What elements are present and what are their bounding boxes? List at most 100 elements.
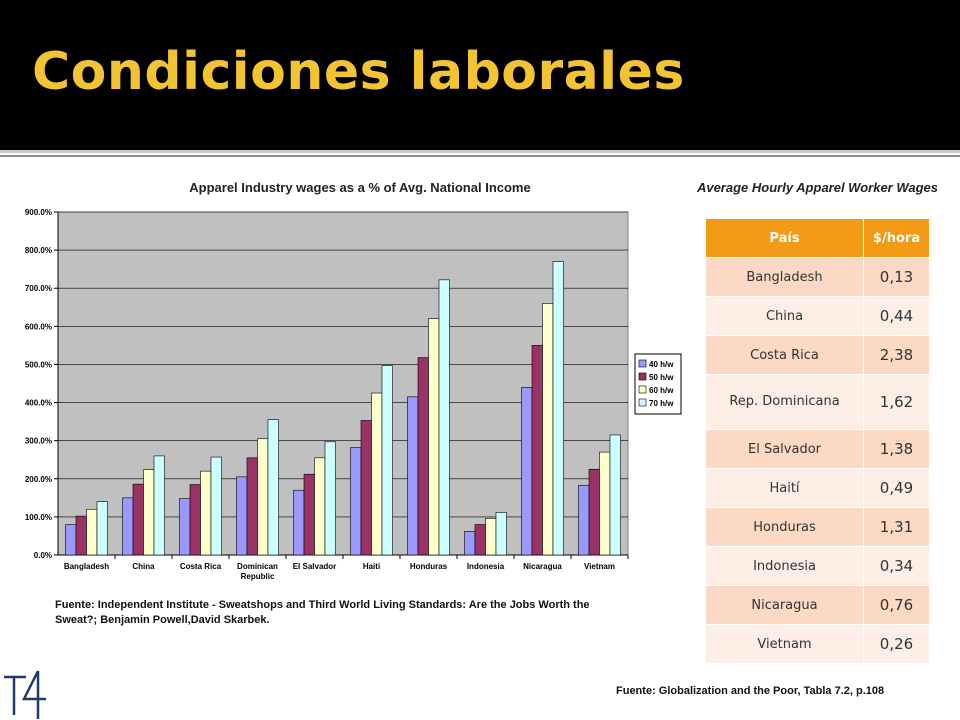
bar [314, 457, 326, 556]
legend-label: 50 h/w [649, 373, 674, 382]
cell-wage: 0,49 [863, 468, 930, 508]
apparel-wages-chart: 0.0% 100.0% 200.0% 300.0% 400.0% 500.0% 600.0%… [25, 208, 682, 581]
header-country: País [704, 218, 865, 258]
bar [122, 497, 134, 556]
x-tick-label: Dominican [237, 562, 278, 571]
y-tick-label: 200.0% [25, 475, 52, 484]
x-tick-label: China [132, 562, 155, 571]
cell-country: Haití [704, 468, 865, 508]
legend-label: 60 h/w [649, 386, 674, 395]
y-tick-label: 800.0% [25, 246, 52, 255]
bar [438, 279, 450, 556]
wages-table: País $/hora Bangladesh 0,13 China 0,44 C… [704, 218, 930, 664]
cell-wage: 0,26 [863, 624, 930, 664]
y-tick-label: 400.0% [25, 399, 52, 408]
bar [588, 468, 600, 556]
chart-source-note: Fuente: Independent Institute - Sweatsho… [55, 599, 590, 626]
bar [179, 498, 191, 556]
table-row: Nicaragua 0,76 [704, 585, 930, 625]
table-source-note: Fuente: Globalization and the Poor, Tabl… [616, 685, 885, 697]
bar [96, 501, 108, 556]
bar [609, 434, 621, 556]
bar [132, 483, 144, 556]
cell-country: Costa Rica [704, 335, 865, 375]
cell-wage: 0,76 [863, 585, 930, 625]
bar [189, 484, 201, 556]
cell-country: El Salvador [704, 429, 865, 469]
table-row: Haití 0,49 [704, 468, 930, 508]
divider-light [0, 150, 960, 153]
chart-title: Apparel Industry wages as a % of Avg. Na… [189, 180, 531, 195]
bar [417, 357, 429, 556]
bar [464, 531, 476, 556]
table-row: Vietnam 0,26 [704, 624, 930, 664]
x-tick-label: Vietnam [584, 562, 615, 571]
bar [350, 447, 362, 556]
x-tick-label: Honduras [410, 562, 448, 571]
table-row: Costa Rica 2,38 [704, 335, 930, 375]
bar [153, 455, 165, 556]
bar [303, 473, 315, 556]
bar [293, 489, 305, 556]
cell-wage: 1,31 [863, 507, 930, 547]
x-tick-label: El Salvador [293, 562, 337, 571]
x-tick-label: Haiti [363, 562, 380, 571]
table-row: Indonesia 0,34 [704, 546, 930, 586]
y-tick-label: 0.0% [34, 551, 52, 560]
cell-country: Bangladesh [704, 257, 865, 297]
bar [578, 484, 590, 556]
x-tick-label: Republic [241, 572, 275, 581]
bar [531, 345, 543, 556]
legend-swatch [638, 372, 647, 381]
table-row: Rep. Dominicana 1,62 [704, 374, 930, 430]
bar [210, 456, 222, 556]
bar [428, 318, 440, 556]
x-tick-label: Indonesia [467, 562, 505, 571]
bar [521, 387, 533, 556]
legend-label: 70 h/w [649, 399, 674, 408]
legend-swatch [638, 385, 647, 394]
cell-country: China [704, 296, 865, 336]
bar [65, 524, 77, 556]
x-tick-label: Nicaragua [523, 562, 562, 571]
t4-logo-icon [4, 670, 46, 719]
x-tick-label: Bangladesh [64, 562, 109, 571]
cell-country: Rep. Dominicana [704, 374, 865, 430]
legend-label: 40 h/w [649, 360, 674, 369]
cell-wage: 2,38 [863, 335, 930, 375]
table-row: Bangladesh 0,13 [704, 257, 930, 297]
y-tick-label: 600.0% [25, 322, 52, 331]
bar [246, 457, 258, 556]
bar [75, 515, 87, 556]
y-tick-label: 700.0% [25, 284, 52, 293]
legend-swatch [638, 398, 647, 407]
y-tick-label: 500.0% [25, 360, 52, 369]
cell-country: Honduras [704, 507, 865, 547]
bar [371, 392, 383, 556]
table-row: Honduras 1,31 [704, 507, 930, 547]
bar [599, 451, 611, 556]
bar [267, 419, 279, 556]
divider-dark [0, 155, 960, 157]
bar [257, 438, 269, 556]
bar [542, 303, 554, 556]
table-title: Average Hourly Apparel Worker Wages [696, 180, 939, 195]
bar [552, 261, 564, 556]
legend-swatch [638, 359, 647, 368]
header-wage: $/hora [863, 218, 930, 258]
y-tick-label: 100.0% [25, 513, 52, 522]
bar [236, 476, 248, 556]
bar [407, 396, 419, 556]
bar [381, 365, 393, 556]
y-tick-label: 300.0% [25, 437, 52, 446]
cell-country: Indonesia [704, 546, 865, 586]
cell-country: Vietnam [704, 624, 865, 664]
table-header-row: País $/hora [704, 218, 930, 258]
slide-title: Condiciones laborales [32, 42, 685, 102]
table-row: El Salvador 1,38 [704, 429, 930, 469]
cell-wage: 1,62 [863, 374, 930, 430]
y-tick-label: 900.0% [25, 208, 52, 217]
title-bar: Condiciones laborales [0, 0, 960, 150]
cell-wage: 0,34 [863, 546, 930, 586]
bar [474, 524, 486, 556]
